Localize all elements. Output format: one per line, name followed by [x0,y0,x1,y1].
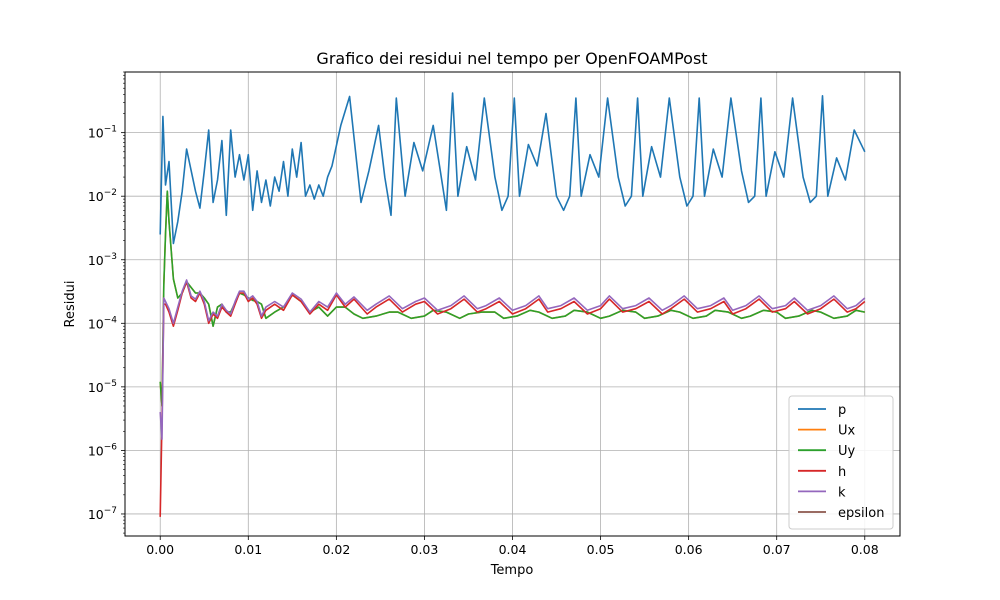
series-line-uy [159,190,865,407]
x-tick-label: 0.03 [411,542,439,557]
y-tick-label: 10−7 [88,506,117,522]
x-tick-label: 0.06 [675,542,703,557]
y-tick-exponent: −2 [104,188,117,198]
y-tick-exponent: −6 [104,442,118,452]
series-lines [159,92,866,517]
y-tick-base: 10 [88,507,104,522]
y-tick-label: 10−3 [88,252,117,268]
x-tick-label: 0.05 [587,542,615,557]
x-tick-label: 0.04 [499,542,527,557]
y-tick-base: 10 [88,253,104,268]
y-tick-exponent: −4 [104,315,118,325]
y-tick-label: 10−6 [88,442,117,458]
plot-area: 0.00 0.01 0.02 0.03 0.04 0.05 0.06 0.07 0.0810−7… [88,71,901,557]
legend-label-h: h [838,465,846,480]
series-line-h [159,280,866,517]
y-tick-label: 10−2 [88,188,117,204]
legend-label-ux: Ux [838,424,856,439]
legend-label-p: p [838,403,846,418]
y-tick-exponent: −5 [104,379,117,389]
y-tick-base: 10 [88,189,104,204]
series-line-k [159,279,866,441]
y-tick-base: 10 [88,316,104,331]
y-axis-label: Residui [63,281,78,328]
x-tick-label: 0.07 [763,542,791,557]
y-tick-exponent: −7 [104,506,117,516]
series-line-p [159,92,866,245]
y-tick-exponent: −3 [104,252,117,262]
y-tick-base: 10 [88,443,104,458]
y-tick-base: 10 [88,380,104,395]
y-tick-label: 10−4 [88,315,117,331]
chart-title: Grafico dei residui nel tempo per OpenFO… [316,49,707,68]
axis-ticks: 0.00 0.01 0.02 0.03 0.04 0.05 0.06 0.07 0.0810−7… [88,71,879,557]
legend-label-epsilon: epsilon [838,506,884,521]
x-tick-label: 0.08 [851,542,879,557]
x-axis-label: Tempo [490,563,534,578]
x-tick-label: 0.02 [322,542,350,557]
y-tick-base: 10 [88,126,104,141]
legend: p Ux Uy hk epsilon [788,395,894,530]
legend-label-uy: Uy [838,444,856,459]
legend-items: p Ux Uy hk epsilon [798,403,884,521]
y-tick-label: 10−5 [88,379,117,395]
legend-label-k: k [838,485,846,500]
y-tick-exponent: −1 [104,125,117,135]
y-tick-label: 10−1 [88,125,117,141]
x-tick-label: 0.01 [234,542,262,557]
x-tick-label: 0.00 [146,542,174,557]
